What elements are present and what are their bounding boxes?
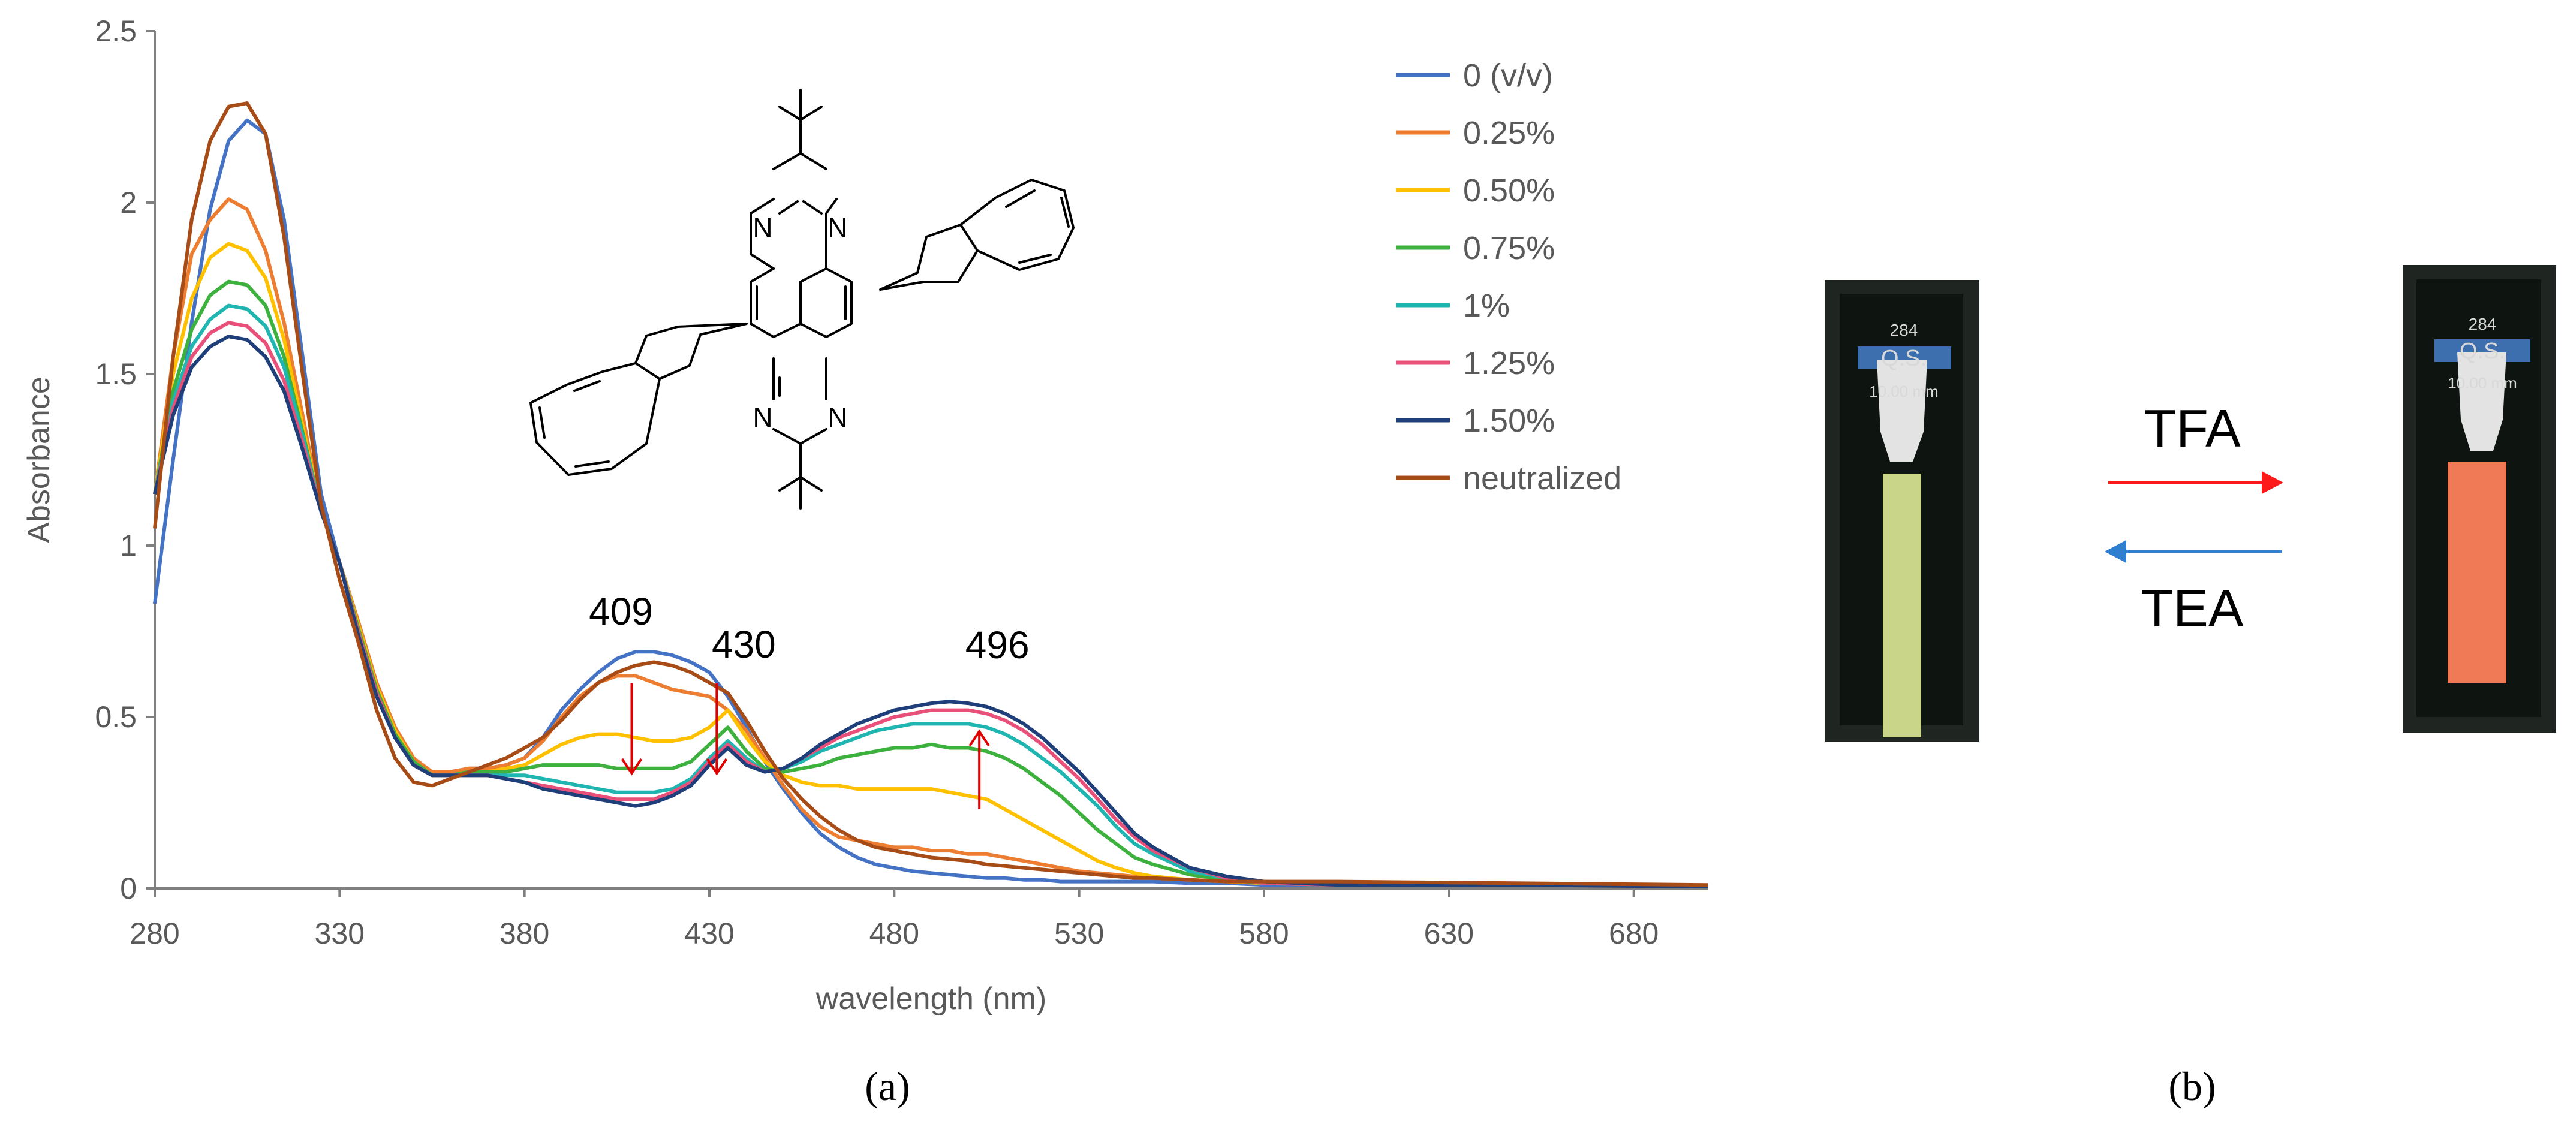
peak-label-409: 409 <box>589 590 653 633</box>
x-axis-ticks: 280 330 380 430 480 530 580 630 680 <box>130 888 1659 950</box>
y-tick-label: 1 <box>120 529 137 562</box>
right-cuvette-text-2: Q.S. <box>2460 339 2505 364</box>
x-tick-label: 330 <box>315 917 365 950</box>
structure-atoms: N N N N <box>753 212 847 433</box>
peak-label-496: 496 <box>965 623 1030 667</box>
series-line-1-50- <box>153 335 1708 889</box>
y-tick-label: 2.5 <box>95 14 137 48</box>
x-tick-label: 580 <box>1239 917 1289 950</box>
atom-n2: N <box>827 212 847 243</box>
left-cuvette-text-3: 10.00 mm <box>1869 382 1939 400</box>
panel-label-a: (a) <box>865 1063 910 1109</box>
series-lines <box>153 101 1708 889</box>
peak-arrow-head <box>968 729 990 747</box>
cuvette-photo-right: 284 Q.S. 10.00 mm <box>2403 265 2556 733</box>
legend-label: 0.75% <box>1463 230 1555 266</box>
series-line-0-50- <box>153 242 1708 889</box>
legend-label: 0 (v/v) <box>1463 58 1553 94</box>
legend-label: 1.25% <box>1463 345 1555 381</box>
legend-label: 1% <box>1463 288 1510 324</box>
x-tick-label: 680 <box>1609 917 1659 950</box>
y-axis-ticks: 0 0.5 1 1.5 2 2.5 <box>95 14 155 905</box>
peak-label-430: 430 <box>712 623 776 666</box>
x-axis-title: wavelength (nm) <box>815 981 1046 1016</box>
x-tick-label: 430 <box>684 917 734 950</box>
reverse-reagent-label: TEA <box>2141 578 2243 638</box>
y-tick-label: 0.5 <box>95 700 137 734</box>
left-cuvette-text-2: Q.S. <box>1881 346 1927 371</box>
series-line-neutralized <box>153 101 1708 887</box>
y-tick-label: 0 <box>120 872 137 905</box>
atom-n3: N <box>753 402 772 433</box>
y-axis-title: Absorbance <box>22 376 56 543</box>
series-line-1- <box>153 303 1708 889</box>
x-tick-label: 530 <box>1054 917 1104 950</box>
cuvette-photo-left: 284 Q.S. 10.00 mm <box>1825 280 1979 742</box>
forward-reagent-label: TFA <box>2144 399 2241 458</box>
atom-n1: N <box>753 212 772 243</box>
peak-annotations: 409 430 496 <box>589 590 1030 809</box>
absorbance-chart: 0 0.5 1 1.5 2 2.5 280 330 380 430 480 530 580 630 680… <box>22 14 1708 1016</box>
molecule-structure <box>529 89 1075 510</box>
y-tick-label: 2 <box>120 186 137 219</box>
legend-label: 1.50% <box>1463 403 1555 439</box>
x-tick-label: 480 <box>869 917 919 950</box>
x-tick-label: 380 <box>499 917 549 950</box>
left-cuvette-text-1: 284 <box>1890 321 1918 339</box>
forward-arrow <box>2108 471 2283 494</box>
legend-label: 0.50% <box>1463 173 1555 209</box>
atom-n4: N <box>827 402 847 433</box>
legend-label: 0.25% <box>1463 115 1555 151</box>
x-tick-label: 630 <box>1424 917 1474 950</box>
peak-arrow-head <box>621 758 643 776</box>
legend: 0 (v/v) 0.25% 0.50% 0.75% 1% 1.25% 1.50% neutra… <box>1396 58 1621 496</box>
peak-arrow-head <box>706 758 727 776</box>
legend-label: neutralized <box>1463 460 1621 496</box>
y-tick-label: 1.5 <box>95 357 137 391</box>
reverse-arrow <box>2105 540 2282 563</box>
panel-label-b: (b) <box>2168 1063 2216 1109</box>
x-tick-label: 280 <box>130 917 179 950</box>
right-cuvette-text-1: 284 <box>2469 315 2497 333</box>
right-cuvette-text-3: 10.00 mm <box>2448 374 2517 392</box>
